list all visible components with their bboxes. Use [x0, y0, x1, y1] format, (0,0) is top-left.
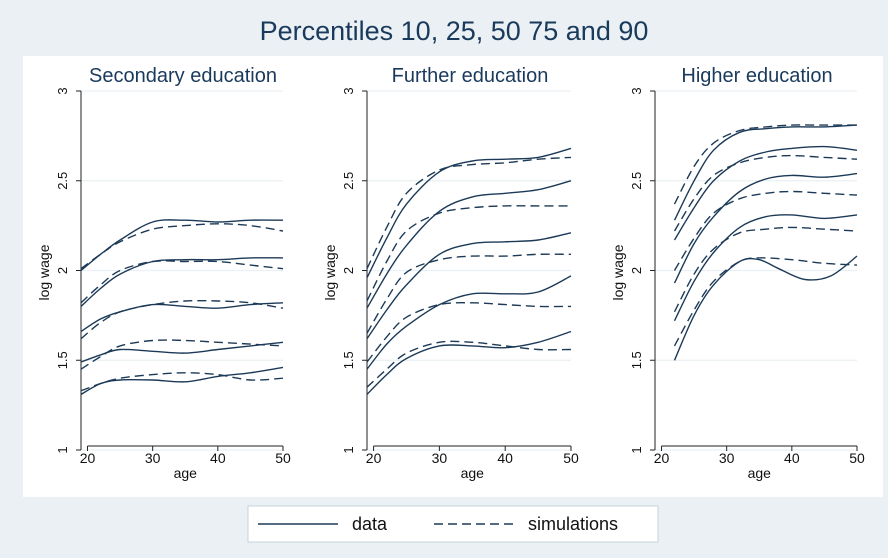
simulation-line-1 — [366, 340, 572, 388]
y-axis-label: log wage — [610, 244, 626, 300]
data-line-3 — [80, 302, 284, 333]
data-line-5 — [80, 219, 284, 272]
simulation-line-5 — [80, 223, 284, 270]
x-tick-label: 20 — [654, 450, 670, 466]
y-tick-label: 1.5 — [341, 351, 356, 369]
y-tick-label: 2 — [341, 267, 356, 274]
x-tick-label: 20 — [366, 450, 382, 466]
simulation-line-4 — [366, 205, 571, 302]
x-tick-label: 40 — [497, 450, 513, 466]
simulation-line-2 — [80, 339, 284, 370]
data-line-5 — [366, 147, 572, 279]
simulation-line-3 — [673, 190, 858, 271]
panel-title: Higher education — [681, 65, 832, 87]
legend-label-data: data — [352, 514, 388, 534]
simulation-line-5 — [366, 156, 572, 270]
y-tick-label: 3 — [629, 87, 644, 94]
x-tick-label: 50 — [849, 450, 865, 466]
x-tick-label: 50 — [275, 450, 291, 466]
panel-2: Further education 1 1.5 2 2.5 3 log wage 20 30 40… — [309, 56, 597, 497]
simulation-line-2 — [366, 302, 572, 363]
simulation-line-3 — [366, 253, 572, 334]
y-tick-label: 3 — [55, 87, 70, 94]
x-axis-label: age — [748, 465, 772, 481]
y-tick-label: 1 — [629, 446, 644, 453]
x-tick-label: 40 — [210, 450, 226, 466]
x-tick-label: 30 — [432, 450, 448, 466]
panel-background — [309, 56, 597, 497]
panel-3: Higher education 1 1.5 2 2.5 3 log wage 20 30 40 5… — [597, 56, 883, 497]
x-tick-label: 40 — [784, 450, 800, 466]
y-tick-label: 2.5 — [341, 172, 356, 190]
panel-background — [23, 56, 309, 497]
legend: data simulations — [247, 505, 659, 543]
y-tick-label: 1 — [55, 446, 70, 453]
simulation-line-1 — [80, 372, 284, 392]
y-tick-label: 3 — [341, 87, 356, 94]
legend-label-simulations: simulations — [528, 514, 618, 534]
y-tick-label: 2.5 — [55, 172, 70, 190]
panels: Secondary education 1 1.5 2 2.5 3 log wage 20 30… — [23, 56, 883, 497]
y-tick-label: 2.5 — [629, 172, 644, 190]
x-axis-label: age — [174, 465, 198, 481]
data-line-4 — [80, 257, 284, 307]
data-line-1 — [673, 255, 858, 361]
panel-1: Secondary education 1 1.5 2 2.5 3 log wage 20 30… — [23, 56, 309, 497]
x-tick-label: 30 — [145, 450, 161, 466]
data-line-3 — [366, 232, 572, 340]
panel-title: Secondary education — [89, 65, 277, 87]
y-axis-label: log wage — [322, 244, 338, 300]
data-line-2 — [366, 275, 572, 370]
data-line-4 — [673, 145, 858, 241]
x-tick-label: 20 — [80, 450, 96, 466]
chart-title: Percentiles 10, 25, 50 75 and 90 — [260, 16, 649, 46]
data-line-4 — [366, 180, 572, 309]
simulation-line-5 — [673, 124, 857, 205]
x-tick-label: 30 — [719, 450, 735, 466]
y-tick-label: 2 — [55, 267, 70, 274]
y-tick-label: 1 — [341, 446, 356, 453]
x-axis-label: age — [461, 465, 485, 481]
data-line-1 — [366, 330, 572, 395]
y-tick-label: 1.5 — [629, 351, 644, 369]
x-tick-label: 50 — [563, 450, 579, 466]
panel-title: Further education — [392, 65, 549, 87]
simulation-line-1 — [673, 257, 858, 347]
data-line-2 — [80, 341, 284, 363]
simulation-line-4 — [80, 260, 284, 304]
simulation-line-2 — [673, 226, 858, 313]
data-line-3 — [673, 172, 858, 284]
data-line-5 — [673, 124, 858, 221]
simulation-line-3 — [80, 299, 284, 340]
y-tick-label: 2 — [629, 267, 644, 274]
data-line-2 — [673, 214, 858, 322]
y-axis-label: log wage — [36, 244, 52, 300]
y-tick-label: 1.5 — [55, 351, 70, 369]
panel-background — [597, 56, 883, 497]
